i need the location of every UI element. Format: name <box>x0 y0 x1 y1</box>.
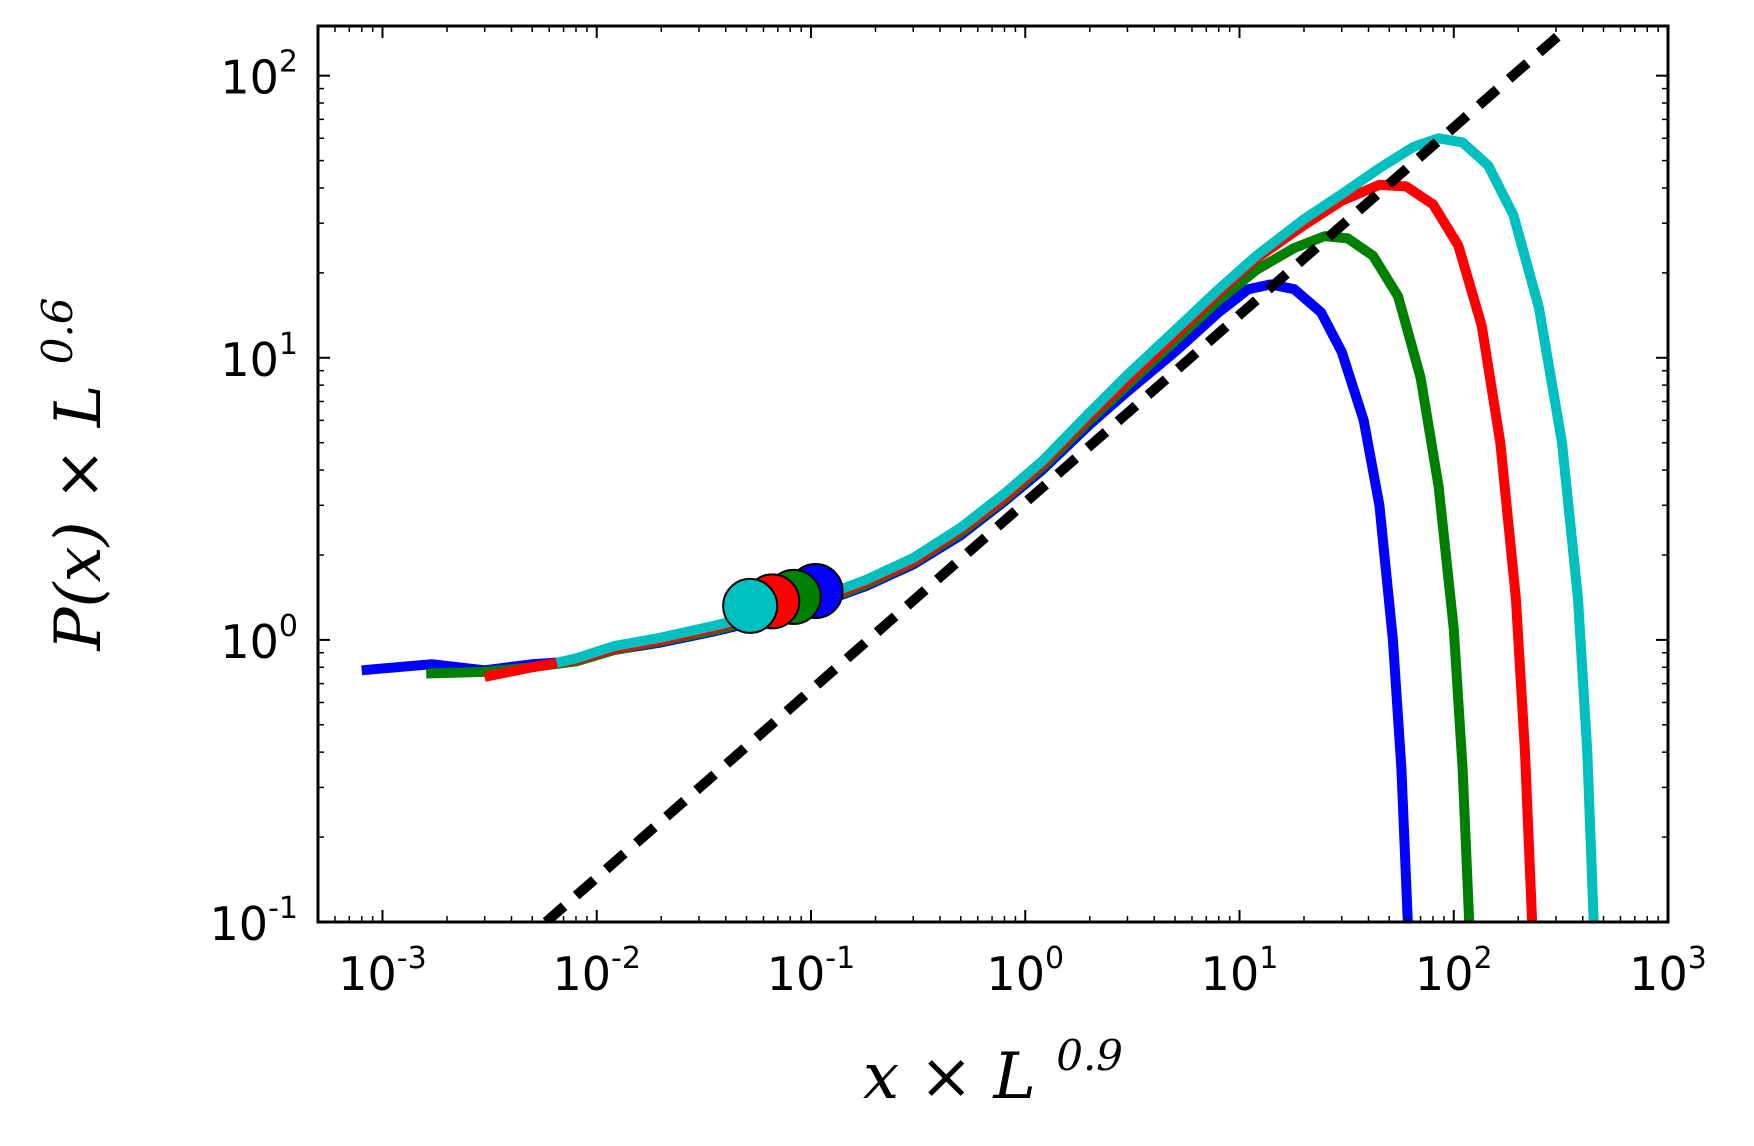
series-line-3 <box>483 179 1538 922</box>
y-tick-label-base: 10 <box>220 51 279 105</box>
x-tick-label-base: 10 <box>1629 947 1688 1001</box>
x-tick-label-base: 10 <box>1201 947 1260 1001</box>
x-tick-label-2: 10-1 <box>767 941 855 1001</box>
y-tick-label-exp: 2 <box>279 45 298 80</box>
x-tick-label-exp: 1 <box>1259 941 1278 976</box>
x-tick-label-0: 10-3 <box>338 941 426 1001</box>
x-tick-label-exp: 0 <box>1045 941 1064 976</box>
x-tick-label-exp: -1 <box>825 941 855 976</box>
y-tick-label-exp: 1 <box>279 327 298 362</box>
y-tick-label-0: 10-1 <box>210 891 298 951</box>
x-tick-label-base: 10 <box>338 947 397 1001</box>
y-tick-label-2: 101 <box>220 327 298 387</box>
y-tick-label-3: 102 <box>220 45 298 105</box>
y-tick-label-1: 100 <box>220 609 298 669</box>
x-axis-label: x × L 0.9 <box>863 1031 1123 1114</box>
x-tick-label-base: 10 <box>553 947 612 1001</box>
series-line-4 <box>555 133 1599 922</box>
y-axis-label-base: L <box>42 385 116 429</box>
x-tick-label-6: 103 <box>1629 941 1707 1001</box>
plot-frame <box>316 24 1670 924</box>
series-line-2 <box>426 231 1475 922</box>
x-tick-labels: 10-3 10-2 10-1 100 101 102 103 <box>338 941 1707 1001</box>
y-tick-label-exp: 0 <box>279 609 298 644</box>
y-tick-label-exp: -1 <box>268 891 298 926</box>
x-tick-label-exp: 3 <box>1688 941 1707 976</box>
x-axis-label-base: L <box>992 1040 1036 1114</box>
series-marker-4 <box>722 577 779 634</box>
x-axis-label-exp: 0.9 <box>1056 1031 1123 1080</box>
x-tick-label-5: 102 <box>1415 941 1493 1001</box>
x-tick-label-exp: -3 <box>397 941 427 976</box>
x-tick-label-3: 100 <box>986 941 1064 1001</box>
x-tick-label-base: 10 <box>986 947 1045 1001</box>
x-tick-label-exp: -2 <box>611 941 641 976</box>
x-axis-label-times: × <box>919 1040 973 1114</box>
x-axis-label-var: x <box>863 1040 899 1114</box>
y-axis-label: P(x) × L 0.6 <box>33 297 116 651</box>
reference-line-layer <box>542 26 1569 922</box>
x-tick-label-base: 10 <box>1415 947 1474 1001</box>
tick-layer <box>317 26 1669 923</box>
y-tick-label-base: 10 <box>220 615 279 669</box>
x-tick-label-exp: 2 <box>1473 941 1492 976</box>
x-tick-label-1: 10-2 <box>553 941 641 1001</box>
marker-layer <box>722 563 844 634</box>
series-line-1 <box>361 279 1413 922</box>
y-tick-label-base: 10 <box>220 333 279 387</box>
y-tick-label-base: 10 <box>210 897 269 951</box>
x-tick-label-base: 10 <box>767 947 826 1001</box>
series-layer <box>361 133 1599 922</box>
y-axis-label-times: × <box>42 447 116 501</box>
reference-dashed-line <box>542 26 1569 922</box>
y-axis-label-func: P(x) <box>42 521 116 651</box>
y-axis-label-exp: 0.6 <box>33 297 82 364</box>
x-tick-label-4: 101 <box>1201 941 1279 1001</box>
